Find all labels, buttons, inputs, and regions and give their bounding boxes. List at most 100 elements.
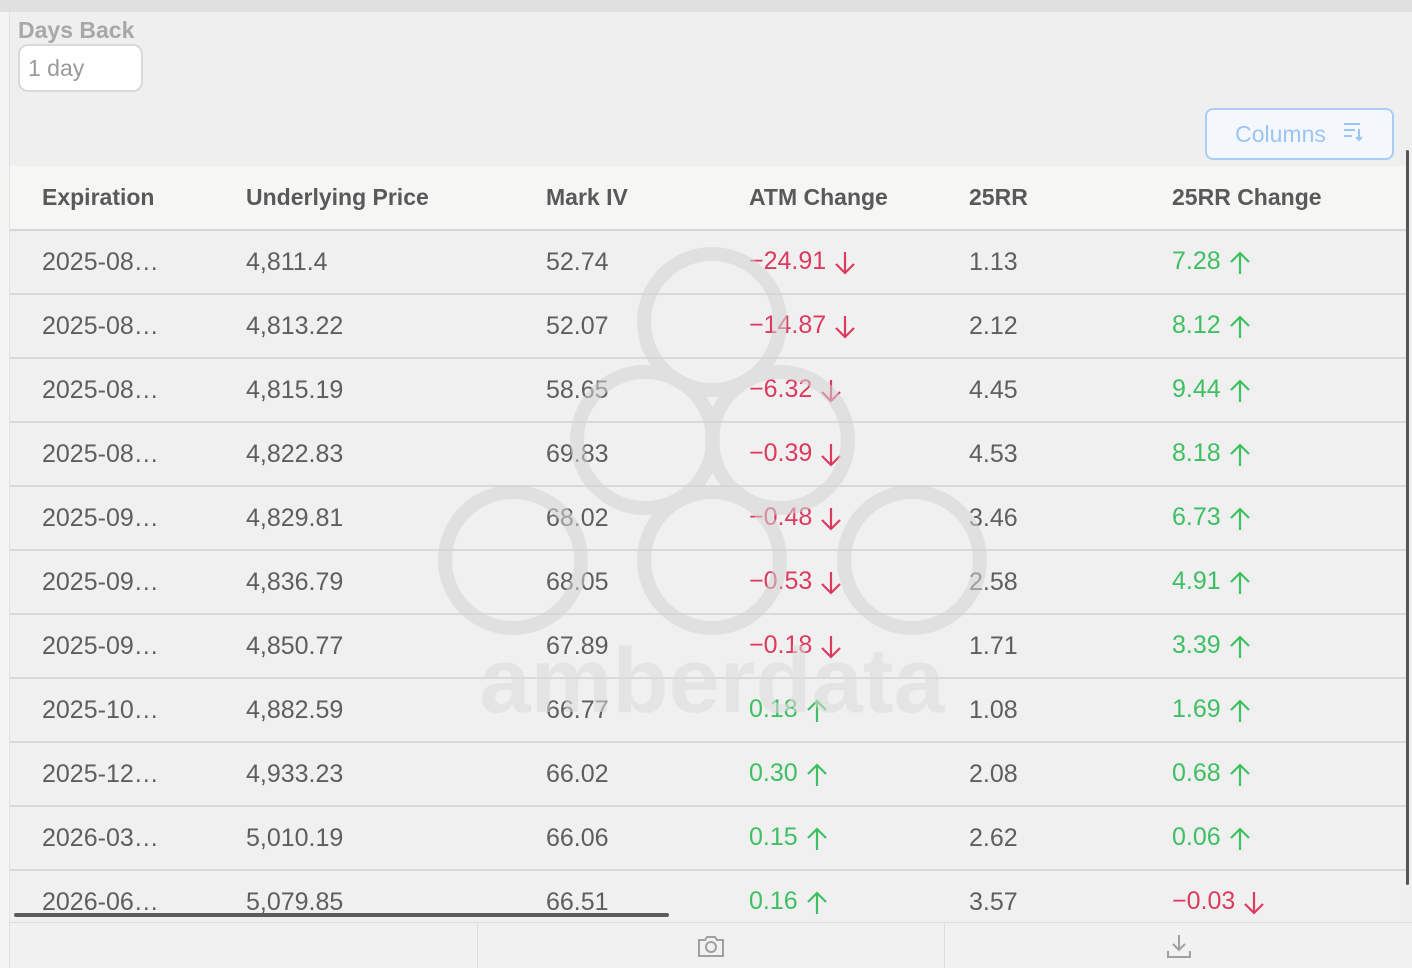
arrow-up-icon — [804, 761, 830, 789]
cell-25rr-change: 8.12 — [1140, 294, 1406, 359]
cell-expiration: 2025-08… — [10, 230, 214, 295]
arrow-up-icon — [1227, 313, 1253, 341]
cell-atm-change: −14.87 — [717, 294, 937, 359]
cell-25rr: 3.46 — [937, 486, 1140, 551]
header-25rr-change[interactable]: 25RR Change — [1140, 166, 1406, 231]
table-row[interactable]: 2025-12… 4,933.23 66.02 0.30 2.08 0.68 — [10, 742, 1406, 807]
cell-atm-change: −24.91 — [717, 230, 937, 295]
atm-change-value: −14.87 — [749, 311, 827, 340]
table-row[interactable]: 2025-08… 4,815.19 58.65 −6.32 4.45 9.44 — [10, 358, 1406, 423]
header-mark-iv[interactable]: Mark IV — [514, 166, 717, 231]
days-back-select[interactable]: 1 day — [18, 44, 143, 92]
table-row[interactable]: 2025-09… 4,850.77 67.89 −0.18 1.71 3.39 — [10, 614, 1406, 679]
cell-expiration: 2025-09… — [10, 614, 214, 679]
columns-button[interactable]: Columns — [1205, 108, 1394, 160]
table-row[interactable]: 2026-03… 5,010.19 66.06 0.15 2.62 0.06 — [10, 806, 1406, 871]
atm-change-value: −0.48 — [749, 503, 813, 532]
arrow-down-icon — [818, 441, 844, 469]
table-header-row: Expiration Underlying Price Mark IV ATM … — [10, 166, 1406, 231]
cell-mark-iv: 68.05 — [514, 550, 717, 615]
days-back-value: 1 day — [28, 54, 85, 81]
cell-mark-iv: 68.02 — [514, 486, 717, 551]
cell-expiration: 2026-03… — [10, 806, 214, 871]
term-structure-table: Expiration Underlying Price Mark IV ATM … — [10, 166, 1406, 920]
table-row[interactable]: 2025-08… 4,822.83 69.83 −0.39 4.53 8.18 — [10, 422, 1406, 487]
arrow-up-icon — [1227, 697, 1253, 725]
arrow-down-icon — [832, 313, 858, 341]
cell-25rr-change: 0.68 — [1140, 742, 1406, 807]
arrow-down-icon — [818, 633, 844, 661]
table-row[interactable]: 2025-08… 4,811.4 52.74 −24.91 1.13 7.28 — [10, 230, 1406, 295]
cell-25rr: 2.58 — [937, 550, 1140, 615]
cell-25rr: 4.53 — [937, 422, 1140, 487]
header-atm-change[interactable]: ATM Change — [717, 166, 937, 231]
arrow-up-icon — [1227, 825, 1253, 853]
cell-mark-iv: 66.02 — [514, 742, 717, 807]
arrow-up-icon — [1227, 249, 1253, 277]
horizontal-scrollbar[interactable] — [14, 913, 669, 917]
cell-atm-change: 0.18 — [717, 678, 937, 743]
cell-25rr: 1.71 — [937, 614, 1140, 679]
atm-change-value: −6.32 — [749, 375, 813, 404]
cell-mark-iv: 69.83 — [514, 422, 717, 487]
cell-atm-change: 0.15 — [717, 806, 937, 871]
header-underlying-price[interactable]: Underlying Price — [214, 166, 514, 231]
arrow-up-icon — [804, 889, 830, 917]
cell-atm-change: 0.30 — [717, 742, 937, 807]
25rr-change-value: 8.12 — [1172, 311, 1221, 340]
cell-underlying-price: 4,829.81 — [214, 486, 514, 551]
cell-atm-change: −0.48 — [717, 486, 937, 551]
cell-underlying-price: 4,822.83 — [214, 422, 514, 487]
cell-atm-change: −6.32 — [717, 358, 937, 423]
vertical-scrollbar[interactable] — [1406, 150, 1409, 885]
arrow-down-icon — [818, 569, 844, 597]
cell-25rr: 2.08 — [937, 742, 1140, 807]
header-expiration[interactable]: Expiration — [10, 166, 214, 231]
table-row[interactable]: 2025-10… 4,882.59 66.77 0.18 1.08 1.69 — [10, 678, 1406, 743]
25rr-change-value: 0.06 — [1172, 823, 1221, 852]
arrow-down-icon — [1241, 889, 1267, 917]
cell-25rr: 1.08 — [937, 678, 1140, 743]
header-25rr[interactable]: 25RR — [937, 166, 1140, 231]
atm-change-value: 0.16 — [749, 887, 798, 916]
cell-25rr-change: 9.44 — [1140, 358, 1406, 423]
cell-expiration: 2025-08… — [10, 294, 214, 359]
days-back-label: Days Back — [18, 17, 135, 43]
table-row[interactable]: 2026-06… 5,079.85 66.51 0.16 3.57 −0.03 — [10, 870, 1406, 920]
arrow-up-icon — [1227, 569, 1253, 597]
download-icon — [1166, 934, 1191, 958]
atm-change-value: 0.18 — [749, 695, 798, 724]
cell-expiration: 2025-09… — [10, 550, 214, 615]
25rr-change-value: 6.73 — [1172, 503, 1221, 532]
cell-25rr-change: 1.69 — [1140, 678, 1406, 743]
cell-expiration: 2025-12… — [10, 742, 214, 807]
cell-atm-change: −0.53 — [717, 550, 937, 615]
cell-underlying-price: 5,010.19 — [214, 806, 514, 871]
table-row[interactable]: 2025-09… 4,829.81 68.02 −0.48 3.46 6.73 — [10, 486, 1406, 551]
cell-underlying-price: 4,811.4 — [214, 230, 514, 295]
cell-expiration: 2025-08… — [10, 422, 214, 487]
25rr-change-value: −0.03 — [1172, 887, 1236, 916]
cell-25rr: 2.62 — [937, 806, 1140, 871]
cell-expiration: 2025-10… — [10, 678, 214, 743]
cell-25rr-change: 7.28 — [1140, 230, 1406, 295]
atm-change-value: −24.91 — [749, 247, 827, 276]
cell-25rr-change: 4.91 — [1140, 550, 1406, 615]
table-row[interactable]: 2025-09… 4,836.79 68.05 −0.53 2.58 4.91 — [10, 550, 1406, 615]
cell-atm-change: −0.39 — [717, 422, 937, 487]
cell-atm-change: −0.18 — [717, 614, 937, 679]
cell-25rr: 1.13 — [937, 230, 1140, 295]
cell-25rr: 4.45 — [937, 358, 1140, 423]
cell-expiration: 2025-08… — [10, 358, 214, 423]
cell-underlying-price: 4,882.59 — [214, 678, 514, 743]
table-row[interactable]: 2025-08… 4,813.22 52.07 −14.87 2.12 8.12 — [10, 294, 1406, 359]
cell-25rr-change: −0.03 — [1140, 870, 1406, 920]
cell-underlying-price: 4,836.79 — [214, 550, 514, 615]
cell-25rr-change: 0.06 — [1140, 806, 1406, 871]
arrow-up-icon — [804, 697, 830, 725]
table-footer — [10, 922, 1412, 968]
cell-underlying-price: 4,933.23 — [214, 742, 514, 807]
screenshot-button[interactable] — [478, 923, 946, 968]
atm-change-value: −0.53 — [749, 567, 813, 596]
download-button[interactable] — [945, 923, 1412, 968]
